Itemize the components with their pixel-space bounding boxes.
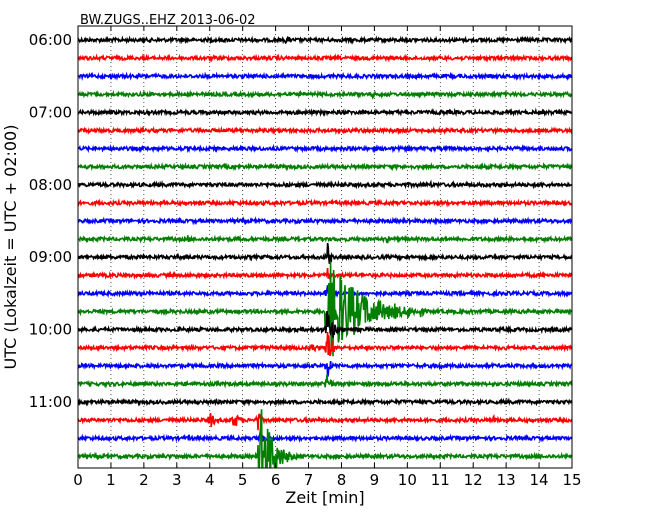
trace-0845 bbox=[78, 234, 572, 244]
trace-0615 bbox=[78, 53, 572, 63]
x-tick-label: 8 bbox=[337, 471, 347, 489]
y-axis: 06:00 07:00 08:00 09:00 10:00 11:00 bbox=[29, 31, 572, 411]
trace-0715 bbox=[78, 125, 572, 136]
trace-1100 bbox=[78, 397, 572, 407]
x-tick-label: 10 bbox=[398, 471, 417, 489]
x-axis-label: Zeit [min] bbox=[285, 488, 364, 507]
x-tick-label: 5 bbox=[238, 471, 248, 489]
y-axis-label: UTC (Lokalzeit = UTC + 02:00) bbox=[1, 125, 20, 370]
chart-title: BW.ZUGS..EHZ 2013-06-02 bbox=[80, 13, 256, 28]
trace-0800 bbox=[78, 179, 572, 190]
trace-1145 bbox=[78, 409, 572, 468]
x-tick-label: 4 bbox=[205, 471, 215, 489]
y-tick-label: 08:00 bbox=[29, 176, 72, 194]
x-tick-label: 12 bbox=[464, 471, 483, 489]
plot-area bbox=[78, 26, 572, 468]
x-tick-label: 11 bbox=[431, 471, 450, 489]
grid-lines bbox=[110, 26, 540, 468]
trace-group bbox=[78, 35, 572, 468]
x-tick-label: 6 bbox=[271, 471, 281, 489]
y-tick-label: 09:00 bbox=[29, 248, 72, 266]
x-tick-label: 15 bbox=[562, 471, 581, 489]
x-tick-label: 0 bbox=[73, 471, 83, 489]
y-tick-label: 07:00 bbox=[29, 103, 72, 121]
x-tick-label: 13 bbox=[497, 471, 516, 489]
y-tick-label: 11:00 bbox=[29, 393, 72, 411]
trace-0830 bbox=[78, 216, 572, 226]
trace-1030 bbox=[78, 361, 572, 378]
trace-0915 bbox=[78, 268, 572, 281]
plot-frame bbox=[77, 25, 573, 469]
trace-0630 bbox=[78, 71, 572, 82]
x-tick-label: 2 bbox=[139, 471, 149, 489]
x-tick-label: 9 bbox=[370, 471, 380, 489]
x-tick-label: 3 bbox=[172, 471, 182, 489]
x-tick-label: 1 bbox=[106, 471, 116, 489]
trace-0945 bbox=[78, 261, 572, 357]
trace-0930 bbox=[78, 285, 572, 299]
trace-1130 bbox=[78, 428, 572, 444]
trace-0745 bbox=[78, 161, 572, 172]
y-tick-label: 06:00 bbox=[29, 31, 72, 49]
trace-0815 bbox=[78, 198, 572, 208]
x-tick-label: 14 bbox=[530, 471, 549, 489]
trace-1000 bbox=[78, 310, 572, 338]
x-axis: 0 1 2 3 4 5 6 7 8 9 10 11 12 13 14 15 bbox=[73, 26, 582, 489]
trace-1115 bbox=[78, 412, 572, 431]
y-tick-label: 10:00 bbox=[29, 321, 72, 339]
trace-0900 bbox=[78, 242, 572, 264]
trace-0600 bbox=[78, 35, 572, 45]
trace-0700 bbox=[78, 107, 572, 117]
trace-0645 bbox=[78, 89, 572, 100]
trace-1015 bbox=[78, 331, 572, 357]
trace-0730 bbox=[78, 143, 572, 154]
trace-1045 bbox=[78, 374, 572, 389]
x-tick-label: 7 bbox=[304, 471, 314, 489]
